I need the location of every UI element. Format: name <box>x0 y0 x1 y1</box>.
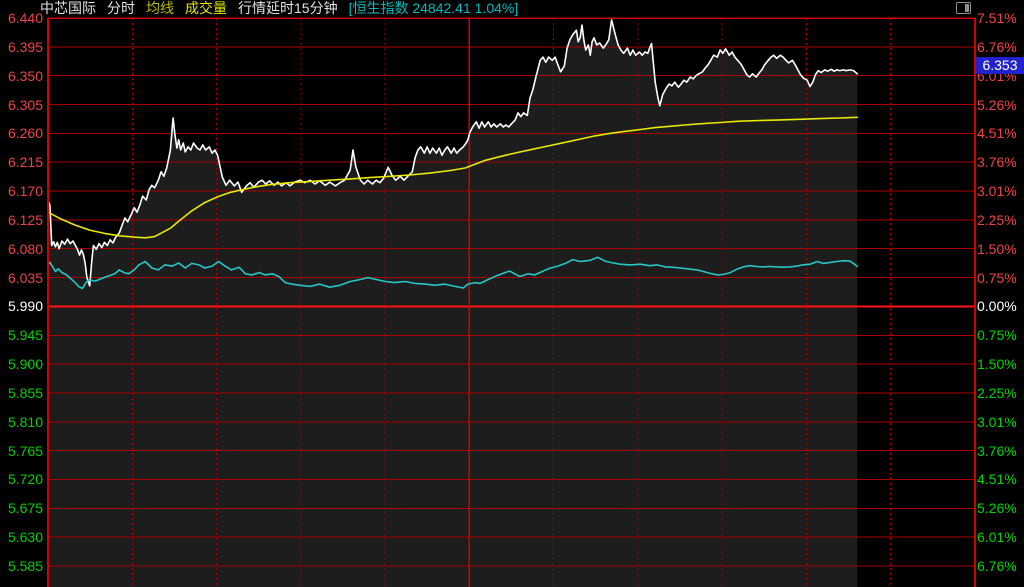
hang-seng-index-ticker[interactable]: [恒生指数 24842.41 1.04%] <box>348 0 519 16</box>
price-axis-label: 6.035 <box>7 270 43 286</box>
price-axis-label: 5.675 <box>7 500 43 516</box>
percent-axis-label: 2.25% <box>977 212 1017 228</box>
price-axis-label: 5.585 <box>7 558 43 574</box>
collapse-right-panel-icon-bar <box>965 4 969 12</box>
price-axis-label: 5.810 <box>7 414 43 430</box>
percent-axis-label: 3.01% <box>977 183 1017 199</box>
percent-axis-label: 5.26% <box>977 97 1017 113</box>
price-axis-label: 6.440 <box>7 10 43 26</box>
percent-axis-label: 5.26% <box>977 500 1017 516</box>
tab-intraday[interactable]: 分时 <box>107 0 135 16</box>
percent-axis-label: 2.25% <box>977 385 1017 401</box>
price-axis-label: 5.720 <box>7 471 43 487</box>
price-axis-label: 6.080 <box>7 241 43 257</box>
chart-header: 中芯国际 分时 均线 成交量 行情延时15分钟 [恒生指数 24842.41 1… <box>40 0 518 17</box>
tab-volume[interactable]: 成交量 <box>185 0 227 16</box>
price-axis-label: 6.305 <box>7 97 43 113</box>
percent-axis-label: 4.51% <box>977 471 1017 487</box>
collapse-right-panel-icon[interactable] <box>956 2 971 14</box>
price-axis-label: 5.945 <box>7 327 43 343</box>
quote-delay-notice: 行情延时15分钟 <box>238 0 338 16</box>
price-axis-label: 5.855 <box>7 385 43 401</box>
percent-axis-label: 6.76% <box>977 558 1017 574</box>
percent-axis-label: 7.51% <box>977 10 1017 26</box>
percent-axis-label: 0.00% <box>977 298 1017 314</box>
price-axis-label: 6.395 <box>7 39 43 55</box>
price-axis-label: 6.170 <box>7 183 43 199</box>
area-fill-under-price <box>48 19 858 587</box>
percent-axis-label: 0.75% <box>977 270 1017 286</box>
percent-axis-label: 1.50% <box>977 241 1017 257</box>
price-axis-label: 6.215 <box>7 154 43 170</box>
percent-axis-label: 3.76% <box>977 443 1017 459</box>
price-axis-label: 5.765 <box>7 443 43 459</box>
percent-axis-label: 1.50% <box>977 356 1017 372</box>
stock-name: 中芯国际 <box>40 0 96 16</box>
price-line <box>47 19 859 287</box>
price-axis-label: 5.630 <box>7 529 43 545</box>
price-axis-label: 6.350 <box>7 68 43 84</box>
hang_seng_index-line <box>47 256 859 290</box>
percent-axis-label: 0.75% <box>977 327 1017 343</box>
percent-axis-label: 6.01% <box>977 529 1017 545</box>
percent-axis-label: 4.51% <box>977 125 1017 141</box>
price-axis-label: 5.990 <box>7 298 43 314</box>
price-axis-label: 6.125 <box>7 212 43 228</box>
percent-axis-label: 3.76% <box>977 154 1017 170</box>
percent-axis-label: 3.01% <box>977 414 1017 430</box>
price-axis-label: 6.260 <box>7 125 43 141</box>
percent-axis-label: 6.76% <box>977 39 1017 55</box>
last-price-badge: 6.353 <box>976 57 1024 74</box>
avg_price-line <box>47 116 859 239</box>
tab-ma-line[interactable]: 均线 <box>146 0 174 16</box>
price-axis-label: 5.900 <box>7 356 43 372</box>
